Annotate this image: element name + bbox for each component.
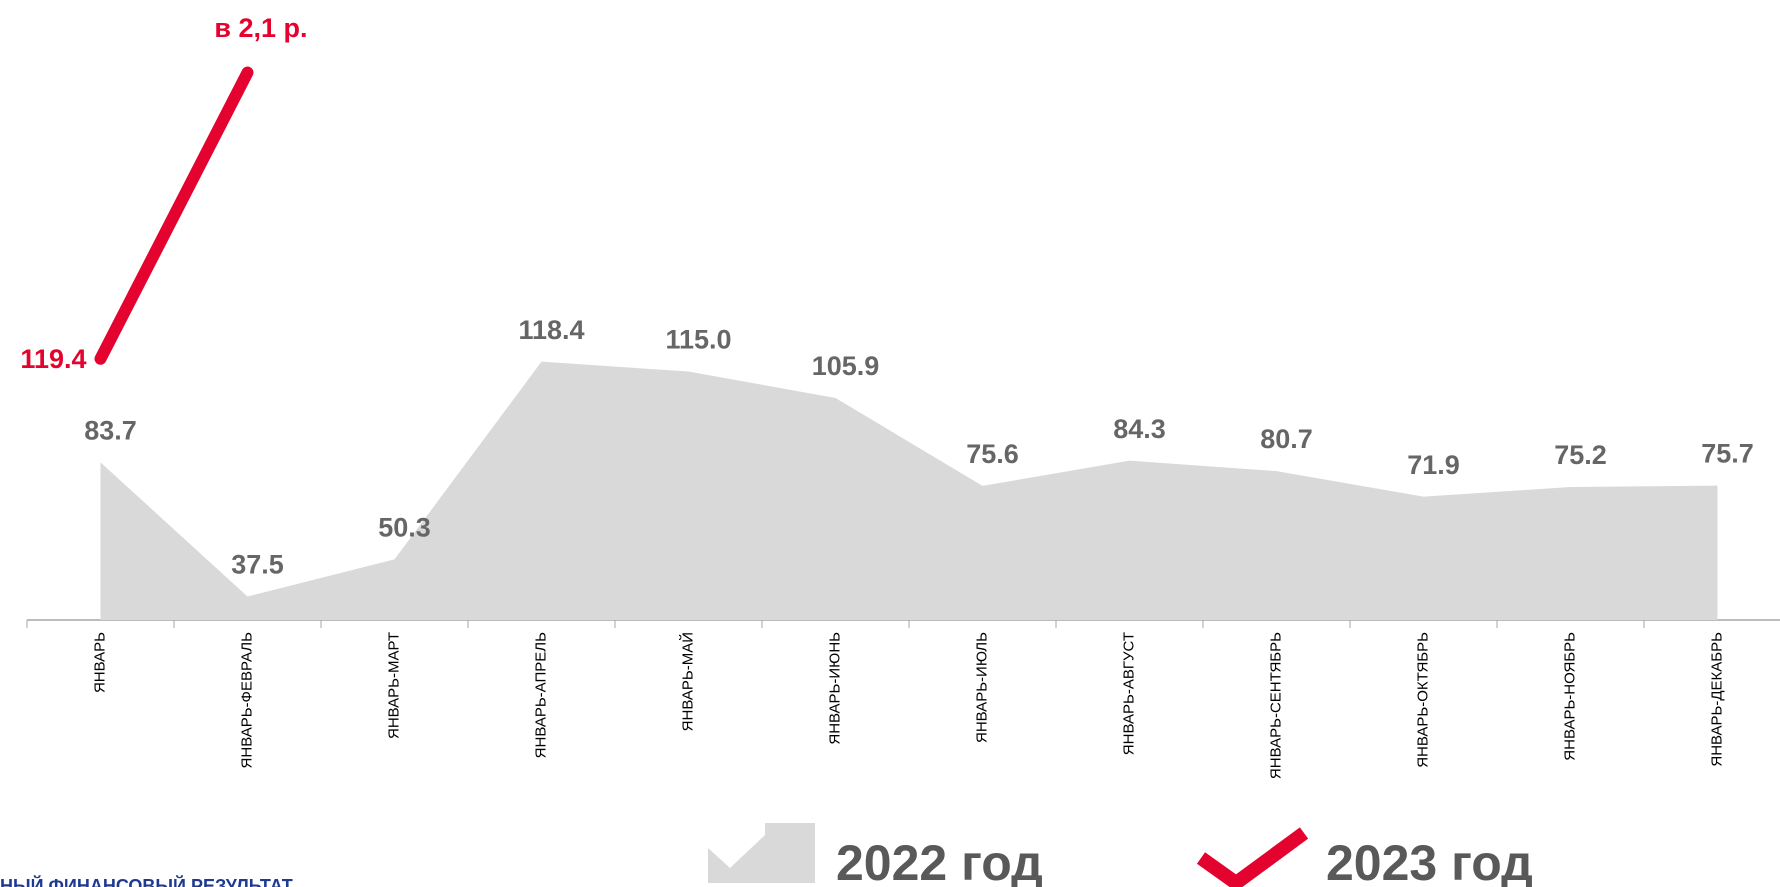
data-label: 50.3 <box>378 512 431 542</box>
legend-area-icon <box>708 823 815 883</box>
annotation: в 2,1 р. <box>214 13 307 43</box>
x-tick-label: ЯНВАРЬ-ДЕКАБРЬ <box>1708 632 1725 767</box>
x-tick-label: ЯНВАРЬ-ИЮЛЬ <box>973 632 990 743</box>
data-label: 83.7 <box>84 416 137 446</box>
data-label: 115.0 <box>665 325 731 355</box>
x-tick-label: ЯНВАРЬ-МАРТ <box>385 632 402 739</box>
data-label: 71.9 <box>1407 450 1460 480</box>
data-label: 84.3 <box>1113 414 1166 444</box>
legend-label: 2023 год <box>1326 835 1533 887</box>
footer-text: НЫЙ ФИНАНСОВЫЙ РЕЗУЛЬТАТ <box>0 875 293 887</box>
x-tick-label: ЯНВАРЬ-НОЯБРЬ <box>1561 632 1578 761</box>
line <box>94 66 254 365</box>
x-tick-label: ЯНВАРЬ-АПРЕЛЬ <box>532 632 549 758</box>
data-label: 37.5 <box>231 550 284 580</box>
legend-line-icon <box>1196 827 1309 887</box>
x-tick-label: ЯНВАРЬ-ИЮНЬ <box>826 632 843 745</box>
x-tick-label: ЯНВАРЬ-АВГУСТ <box>1120 632 1137 755</box>
data-label: 119.4 <box>20 344 86 374</box>
x-tick-label: ЯНВАРЬ-МАЙ <box>678 632 696 731</box>
x-tick-label: ЯНВАРЬ <box>91 632 108 693</box>
data-label: 80.7 <box>1260 424 1313 454</box>
x-tick-label: ЯНВАРЬ-ОКТЯБРЬ <box>1414 632 1431 768</box>
data-label: 105.9 <box>812 351 880 381</box>
x-tick-label: ЯНВАРЬ-ФЕВРАЛЬ <box>238 632 255 769</box>
area <box>100 361 1718 620</box>
legend-label: 2022 год <box>836 835 1043 887</box>
data-label: 75.6 <box>966 439 1019 469</box>
data-label: 118.4 <box>518 315 584 345</box>
data-label: 75.2 <box>1554 440 1607 470</box>
x-tick-label: ЯНВАРЬ-СЕНТЯБРЬ <box>1267 632 1284 779</box>
data-label: 75.7 <box>1701 439 1754 469</box>
